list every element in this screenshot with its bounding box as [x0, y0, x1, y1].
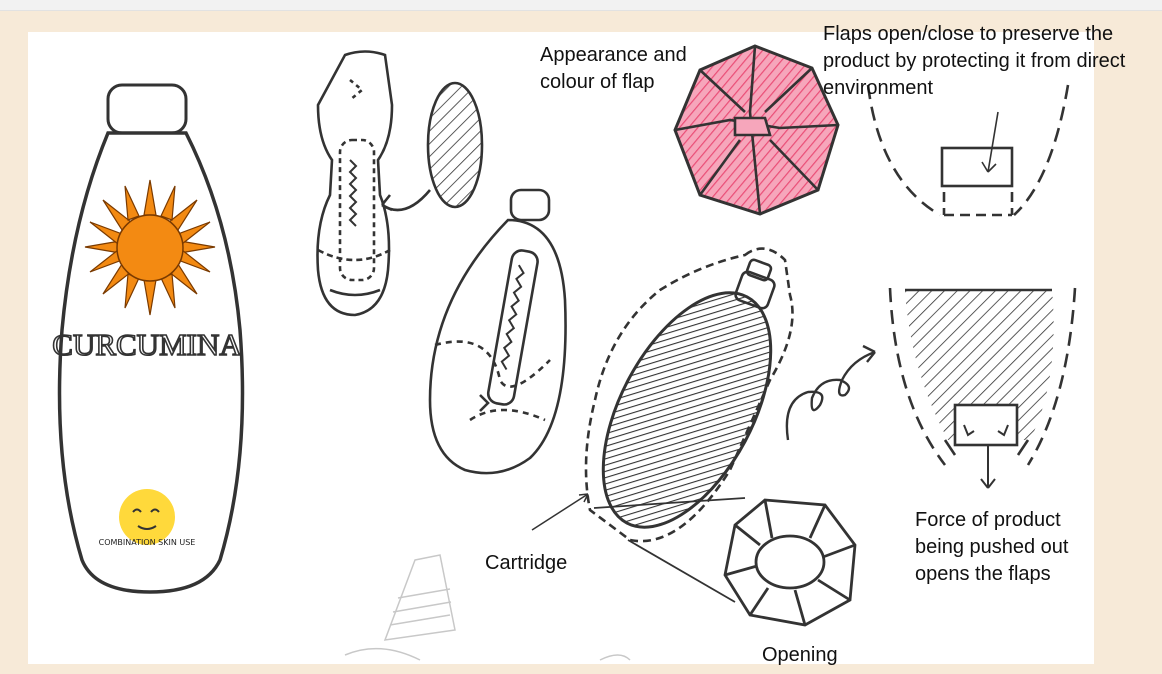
force-description-label: Force of product being pushed out opens …: [915, 509, 1069, 585]
opening-label: Opening: [762, 644, 838, 666]
window-top-bar: [0, 0, 1162, 11]
cartridge-pointer-line: [531, 493, 589, 531]
flaps-description-label: Flaps open/close to preserve the product…: [823, 23, 1126, 99]
cartridge-label: Cartridge: [485, 552, 568, 574]
bottle-section-sketch: [428, 188, 567, 475]
exploded-bottle-sketch: [316, 50, 484, 317]
sunscreen-bottle: CURCUMINA COMBINATION SKIN USE: [51, 83, 245, 594]
badge-text: COMBINATION SKIN USE: [99, 538, 196, 547]
sun-logo: [84, 179, 216, 316]
flap-open-diagram: [888, 287, 1077, 489]
appearance-label: Appearance and colour of flap: [540, 44, 687, 93]
faint-background-sketch: [344, 554, 631, 661]
cartridge-pointer-head: [578, 493, 589, 503]
flap-closed-diagram: [866, 84, 1070, 217]
cartridge-assembly: [584, 247, 794, 603]
brand-name: CURCUMINA: [52, 327, 242, 362]
flap-appearance-sketch: [673, 44, 840, 216]
cartridge-body: [601, 291, 773, 529]
skin-type-badge: COMBINATION SKIN USE: [99, 489, 196, 547]
opening-sketch: [723, 498, 857, 627]
transition-arrow: [785, 344, 876, 441]
